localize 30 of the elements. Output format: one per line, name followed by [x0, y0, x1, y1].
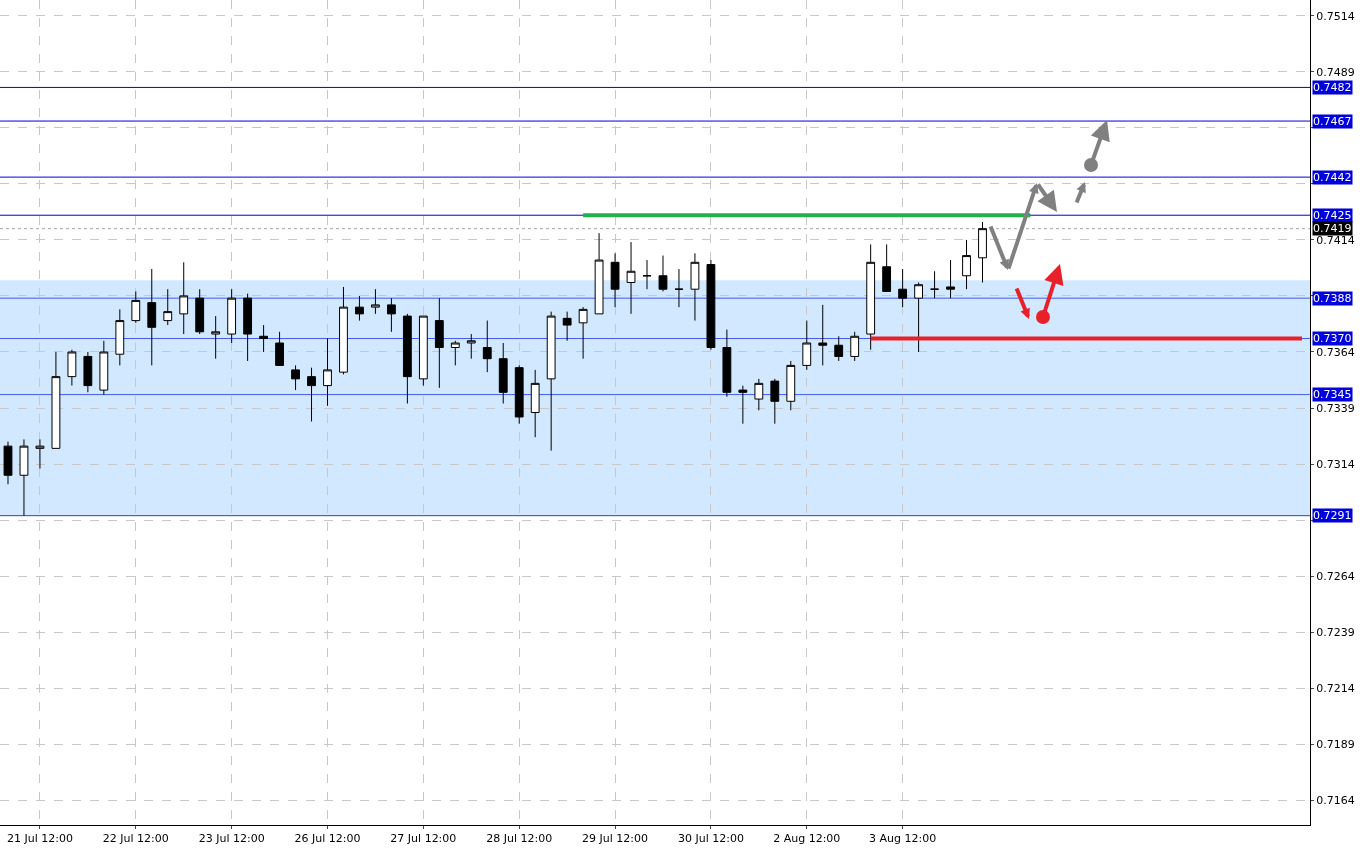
ref-line-label: 0.7442: [1313, 171, 1352, 184]
x-tick-label: 23 Jul 12:00: [198, 832, 265, 846]
y-tick-label: 0.7189: [1316, 738, 1355, 752]
y-tick-label: 0.7489: [1316, 65, 1355, 79]
y-tick-label: 0.7364: [1316, 345, 1355, 359]
x-tick-label: 28 Jul 12:00: [486, 832, 553, 846]
x-tick-label: 3 Aug 12:00: [869, 832, 937, 846]
ref-line-label: 0.7388: [1313, 292, 1352, 305]
x-tick-label: 21 Jul 12:00: [6, 832, 73, 846]
y-tick-label: 0.7239: [1316, 626, 1355, 640]
x-tick-label: 30 Jul 12:00: [677, 832, 744, 846]
x-tick-label: 22 Jul 12:00: [102, 832, 169, 846]
y-tick-label: 0.7164: [1316, 794, 1355, 808]
x-tick-label: 26 Jul 12:00: [294, 832, 361, 846]
y-tick-label: 0.7414: [1316, 233, 1355, 247]
x-tick-label: 27 Jul 12:00: [390, 832, 457, 846]
ref-line-label: 0.7425: [1313, 209, 1352, 222]
ref-line-label: 0.7419: [1313, 222, 1352, 235]
ref-line-label: 0.7467: [1313, 115, 1352, 128]
y-tick-label: 0.7514: [1316, 9, 1355, 23]
ref-line-label: 0.7345: [1313, 388, 1352, 401]
y-tick-label: 0.7314: [1316, 457, 1355, 471]
x-tick-label: 2 Aug 12:00: [773, 832, 841, 846]
ref-line-label: 0.7482: [1313, 81, 1352, 94]
ref-line-label: 0.7291: [1313, 509, 1352, 522]
x-tick-label: 29 Jul 12:00: [582, 832, 649, 846]
y-tick-label: 0.7264: [1316, 570, 1355, 583]
ref-line-label: 0.7370: [1313, 332, 1352, 345]
y-tick-label: 0.7214: [1316, 682, 1355, 696]
y-tick-label: 0.7339: [1316, 401, 1355, 415]
